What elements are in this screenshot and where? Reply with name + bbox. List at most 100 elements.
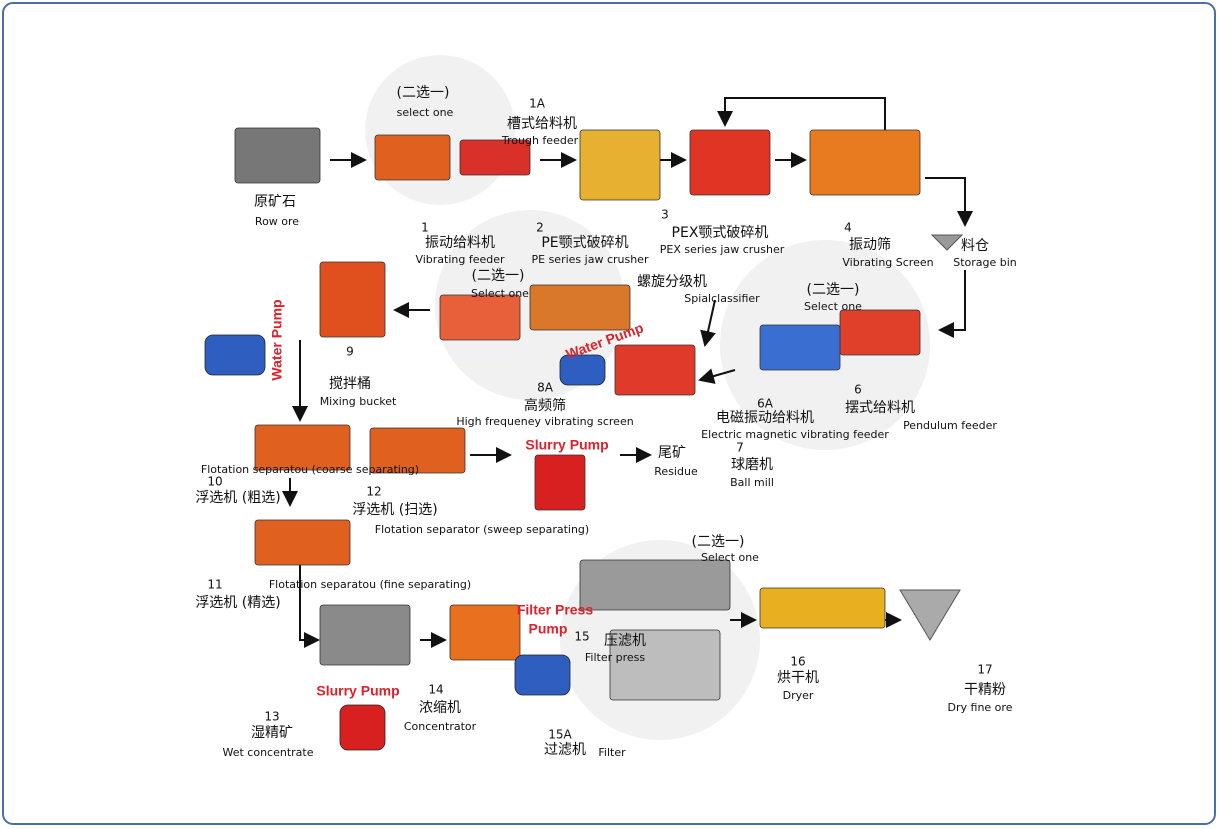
node-zh: 干精粉 <box>964 682 1006 698</box>
node-en: Residue <box>654 465 698 478</box>
node-number: 14 <box>428 683 443 697</box>
node-zh: 摆式给料机 <box>845 400 915 416</box>
pump-icon <box>340 705 385 750</box>
node-number: 1 <box>421 221 429 235</box>
pump-label: Water Pump <box>269 299 285 380</box>
equipment-icon <box>450 605 520 660</box>
group-zh: (二选一) <box>472 268 525 284</box>
node-en: Storage bin <box>953 256 1017 269</box>
node-number: 2 <box>536 221 544 235</box>
node-zh: 振动给料机 <box>425 235 495 251</box>
node-en: Ball mill <box>730 476 774 489</box>
node-en: Row ore <box>255 215 299 228</box>
node-number: 15A <box>548 728 572 742</box>
node-number: 3 <box>661 208 669 222</box>
node-en: Vibrating Screen <box>842 256 933 269</box>
node-zh: 振动筛 <box>849 237 891 253</box>
pump-label: Slurry Pump <box>316 683 399 699</box>
node-zh: 浮选机 (扫选) <box>352 502 437 518</box>
node-number: 1A <box>529 97 546 111</box>
group-zh: (二选一) <box>397 85 450 101</box>
node-number: 8A <box>537 381 554 395</box>
node-en: Flotation separator (sweep separating) <box>375 523 589 536</box>
node-en: Electric magnetic vibrating feeder <box>701 428 889 441</box>
node-en: Dry fine ore <box>948 701 1013 714</box>
group-en: Select one <box>804 300 862 313</box>
node-zh: 高频筛 <box>524 397 566 414</box>
node-en: Spialclassifier <box>684 292 760 305</box>
node-en: Dryer <box>783 689 814 702</box>
equipment-icon <box>235 128 320 183</box>
node-zh: 浮选机 (精选) <box>195 595 280 611</box>
node-zh: 球磨机 <box>731 457 773 473</box>
node-en: Filter <box>598 746 626 759</box>
node-en: Vibrating feeder <box>415 253 505 266</box>
group-en: Select one <box>701 551 759 564</box>
node-en: Wet concentrate <box>222 746 313 759</box>
node-zh: PE颚式破碎机 <box>541 235 628 251</box>
node-zh: 压滤机 <box>604 633 646 649</box>
node-zh: 料仓 <box>961 238 989 254</box>
equipment-icon <box>255 520 350 565</box>
node-number: 16 <box>790 655 805 669</box>
node-zh: 电磁振动给料机 <box>716 410 814 426</box>
equipment-icon <box>535 455 585 510</box>
node-number: 9 <box>346 345 354 359</box>
node-en: Flotation separatou (fine separating) <box>269 578 471 591</box>
node-en: Filter press <box>585 651 646 664</box>
pump-icon <box>205 335 265 375</box>
group-en: select one <box>397 106 454 119</box>
node-number: 7 <box>736 441 744 455</box>
node-zh: 过滤机 <box>544 742 586 758</box>
node-number: 6A <box>757 397 774 411</box>
equipment-icon <box>690 130 770 195</box>
pump-icon <box>515 655 570 695</box>
pump-label: Filter Press <box>517 602 593 618</box>
node-number: 6 <box>854 383 862 397</box>
node-zh: 浮选机 (粗选) <box>195 490 280 506</box>
node-number: 11 <box>207 578 222 592</box>
equipment-icon <box>580 560 730 610</box>
node-number: 12 <box>366 485 381 499</box>
node-number: 4 <box>844 221 852 235</box>
equipment-icon <box>615 345 695 395</box>
node-zh: 原矿石 <box>254 194 296 210</box>
equipment-icon <box>760 325 840 370</box>
node-number: 15 <box>574 630 589 644</box>
flowchart: (二选一)select one(二选一)Select one(二选一)Selec… <box>0 0 1220 829</box>
node-zh: 烘干机 <box>777 670 819 686</box>
pump-icon <box>560 355 605 385</box>
node-number: 10 <box>207 475 222 489</box>
node-en: Mixing bucket <box>320 395 397 408</box>
group-zh: (二选一) <box>692 534 745 550</box>
node-zh: 湿精矿 <box>251 725 293 741</box>
node-en: High frequeney vibrating screen <box>456 415 633 428</box>
pump-label: Pump <box>529 621 568 637</box>
node-zh: 螺旋分级机 <box>637 274 707 290</box>
equipment-icon <box>320 262 385 337</box>
group-en: Select one <box>471 287 529 300</box>
equipment-icon <box>760 588 885 628</box>
node-zh: 槽式给料机 <box>507 116 577 132</box>
node-number: 17 <box>977 663 992 677</box>
equipment-icon <box>440 295 520 340</box>
node-zh: 尾矿 <box>658 445 686 461</box>
node-number: 13 <box>264 710 279 724</box>
select-group-circle <box>365 55 515 205</box>
equipment-icon <box>580 130 660 200</box>
pump-label: Slurry Pump <box>525 437 608 453</box>
equipment-icon <box>810 130 920 195</box>
group-zh: (二选一) <box>807 282 860 298</box>
equipment-icon <box>375 135 450 180</box>
node-zh: PEX颚式破碎机 <box>672 225 769 241</box>
equipment-icon <box>530 285 630 330</box>
equipment-icon <box>320 605 410 665</box>
node-en: Trough feeder <box>501 134 579 147</box>
equipment-icon <box>840 310 920 355</box>
node-en: PEX series jaw crusher <box>660 243 785 256</box>
node-zh: 浓缩机 <box>419 700 461 716</box>
node-en: Concentrator <box>404 720 477 733</box>
node-en: PE series jaw crusher <box>532 253 649 266</box>
node-zh: 搅拌桶 <box>329 376 371 392</box>
node-en: Flotation separatou (coarse separating) <box>201 463 419 476</box>
